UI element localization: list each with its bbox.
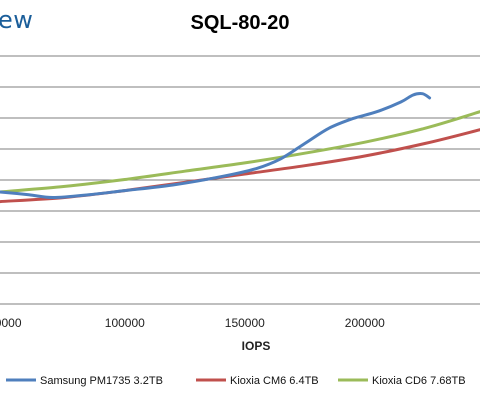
series-line-kioxia-cm6-6-4tb [0, 128, 480, 204]
series-lines [0, 92, 480, 204]
chart-title: SQL-80-20 [190, 12, 290, 34]
x-tick-label: 100000 [105, 316, 145, 330]
x-tick-label: 50000 [0, 316, 22, 330]
gridlines [0, 55, 480, 305]
legend-label: Kioxia CM6 6.4TB [230, 375, 319, 387]
legend-label: Kioxia CD6 7.68TB [372, 375, 466, 387]
x-axis-label: IOPS [242, 339, 271, 353]
legend: Samsung PM1735 3.2TB Kioxia CM6 6.4TB Kiox… [6, 375, 466, 387]
legend-label: Samsung PM1735 3.2TB [40, 375, 163, 387]
site-logo: ew [0, 6, 34, 34]
series-line-samsung-pm1735-3-2tb [0, 92, 432, 199]
x-tick-labels: 50000 100000 150000 200000 [0, 316, 385, 330]
x-tick-label: 150000 [225, 316, 265, 330]
x-tick-label: 200000 [345, 316, 385, 330]
series-line-kioxia-cd6-7-68tb [0, 110, 480, 194]
